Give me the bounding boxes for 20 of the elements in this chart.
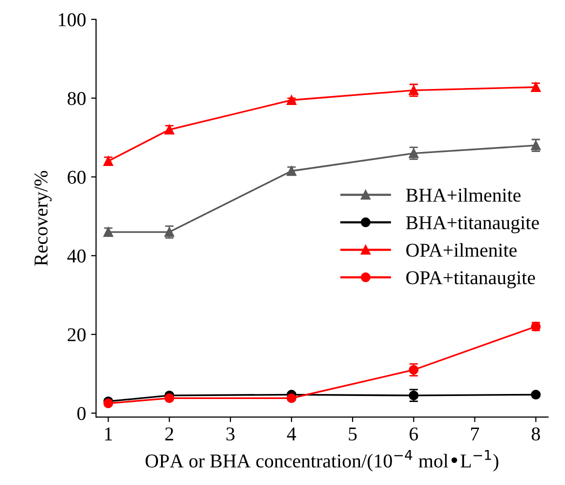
y-tick-label: 40 bbox=[67, 249, 86, 263]
y-tick-label: 60 bbox=[68, 170, 86, 184]
y-tick-label: 20 bbox=[68, 328, 86, 342]
x-tick-label: 8 bbox=[532, 427, 540, 441]
y-tick-label: 80 bbox=[68, 92, 86, 106]
x-tick-label: 7 bbox=[471, 428, 480, 440]
y-axis-title: Recovery/% bbox=[34, 170, 52, 266]
x-tick-label: 2 bbox=[165, 427, 174, 440]
legend-label: BHA+ilmenite bbox=[406, 188, 521, 202]
x-axis-title: OPA or BHA concentration/(10$^{−4}$ mol•L$^{−1}$) bbox=[146, 450, 498, 472]
x-tick-label: 6 bbox=[410, 427, 418, 441]
x-tick-label: 5 bbox=[348, 428, 357, 441]
x-tick-label: 3 bbox=[226, 427, 235, 441]
legend-label: OPA+ilmenite bbox=[406, 243, 517, 257]
x-tick-label: 1 bbox=[105, 427, 112, 440]
y-tick-label: 100 bbox=[58, 13, 86, 26]
legend-label: OPA+titanaugite bbox=[406, 271, 535, 288]
legend-label: BHA+titanaugite bbox=[406, 216, 539, 234]
x-tick-label: 4 bbox=[287, 428, 296, 440]
y-tick-label: 0 bbox=[77, 406, 86, 420]
